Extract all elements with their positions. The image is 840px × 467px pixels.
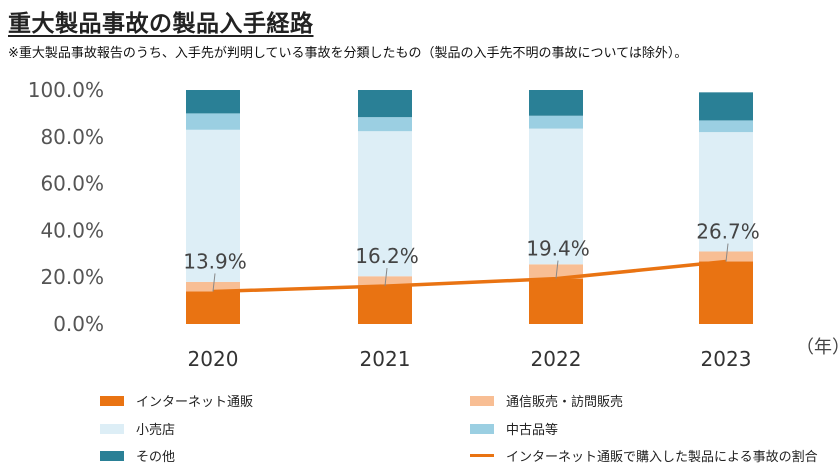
x-tick-label: 2020 [188, 347, 239, 371]
bar-segment-2 [358, 276, 412, 287]
bar-segment-1 [186, 291, 240, 324]
y-tick-label: 100.0% [28, 78, 104, 102]
bar-segment-2 [699, 251, 753, 262]
x-tick-label: 2022 [531, 347, 582, 371]
data-label-leader [555, 260, 559, 279]
bar-segment-5 [529, 90, 583, 116]
y-ticks-group: 0.0% 20.0% 40.0% 60.0% 80.0% 100.0% [28, 78, 104, 336]
bar-segment-5 [186, 90, 240, 114]
bar-segment-4 [186, 113, 240, 130]
x-ticks-group: 2020 2021 2022 2023 [188, 347, 752, 371]
data-label-leader [212, 273, 216, 292]
bar-segment-3 [186, 129, 240, 282]
bar-segment-1 [529, 278, 583, 324]
trend-line-group [212, 259, 727, 294]
bar-segment-2 [529, 264, 583, 279]
x-tick-label: 2021 [360, 347, 411, 371]
bar-segment-5 [358, 90, 412, 118]
trend-line [212, 259, 727, 294]
data-label-leader [725, 243, 729, 262]
data-label: 26.7% [696, 220, 760, 244]
x-tick-label: 2023 [701, 347, 752, 371]
bar-segment-4 [358, 117, 412, 132]
bar-segment-5 [699, 92, 753, 121]
y-tick-label: 40.0% [40, 218, 104, 242]
chart-title: 重大製品事故の製品入手経路 [8, 11, 314, 37]
bar-segment-4 [529, 115, 583, 129]
y-tick-label: 80.0% [40, 125, 104, 149]
bars-group [186, 90, 753, 324]
bar-segment-4 [699, 120, 753, 133]
data-label: 13.9% [183, 249, 247, 273]
bar-segment-3 [529, 128, 583, 265]
data-label: 16.2% [355, 244, 419, 268]
x-unit-label: （年） [796, 337, 840, 358]
bar-segment-1 [699, 261, 753, 324]
y-tick-label: 0.0% [53, 312, 104, 336]
bar-segment-3 [358, 131, 412, 277]
bar-segment-2 [186, 281, 240, 292]
data-label-leader [384, 268, 388, 287]
y-tick-label: 60.0% [40, 172, 104, 196]
bar-segment-3 [699, 132, 753, 252]
y-tick-label: 20.0% [40, 265, 104, 289]
data-labels-group: 13.9% 16.2% 19.4% 26.7% [183, 220, 760, 292]
chart-subtitle: ※重大製品事故報告のうち、入手先が判明している事故を分類したもの（製品の入手先不… [8, 46, 688, 61]
data-label: 19.4% [526, 237, 590, 261]
bar-segment-1 [358, 286, 412, 324]
